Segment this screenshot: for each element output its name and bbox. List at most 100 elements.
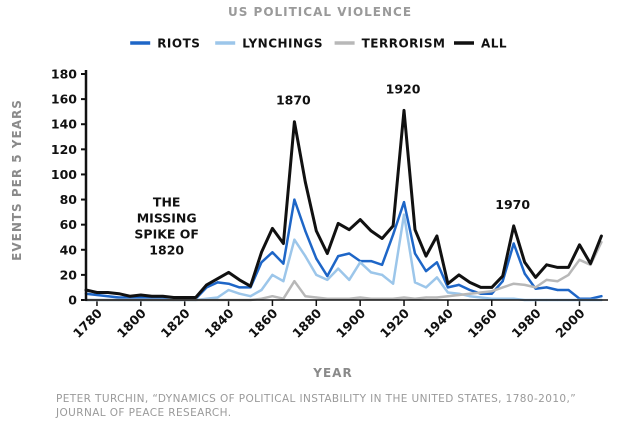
x-tick-label: 1860 [245,305,280,340]
y-axis-label: EVENTS PER 5 YEARS [10,99,24,261]
y-tick-label: 0 [68,293,77,308]
data-point-riots [106,295,109,298]
data-point-lynchings [227,288,230,292]
data-point-all [512,224,515,227]
data-point-riots [424,270,428,273]
data-point-all [457,273,460,276]
data-point-terrorism [446,295,449,298]
data-point-terrorism [600,241,603,244]
data-point-lynchings [326,278,329,281]
data-point-riots [370,260,373,263]
data-point-all [424,255,428,258]
data-point-all [117,292,120,295]
data-point-lynchings [260,288,263,292]
data-point-all [567,266,570,269]
data-point-riots [413,252,417,255]
data-point-all [249,285,252,288]
legend-label-lynchings: LYNCHINGS [242,37,323,51]
y-tick-label: 80 [60,192,78,207]
data-point-riots [216,281,219,284]
data-point-all [600,234,603,238]
data-point-terrorism [534,286,537,289]
data-point-all [556,266,559,269]
data-point-all [435,234,438,238]
data-point-terrorism [490,290,493,293]
data-point-lynchings [337,267,340,270]
data-point-terrorism [435,296,438,299]
data-point-all [161,295,164,298]
annotations: 1870 1920 1970 THE MISSING SPIKE OF 1820 [134,81,530,257]
data-point-all [337,222,340,225]
data-point-all [238,278,241,281]
data-point-lynchings [468,295,471,298]
y-tick-label: 180 [51,67,77,82]
y-tick-label: 40 [60,242,78,257]
data-point-all [139,293,142,297]
x-tick-label: 2000 [552,305,587,340]
data-point-riots [117,296,120,299]
x-tick-label: 1800 [114,305,149,340]
data-point-riots [260,261,263,264]
legend-label-terrorism: TERRORISM [362,37,446,51]
annotation-1920: 1920 [386,81,421,96]
data-point-riots [227,282,230,285]
data-point-riots [139,296,142,299]
data-point-lynchings [249,295,252,298]
data-point-riots [348,252,351,255]
data-point-terrorism [556,280,559,283]
data-point-lynchings [293,238,296,241]
data-point-terrorism [293,280,296,283]
data-point-all [468,281,471,284]
data-point-all [413,228,417,231]
data-point-terrorism [545,278,548,281]
data-point-riots [600,295,603,298]
data-point-all [194,296,197,299]
x-tick-label: 1780 [70,305,105,340]
data-point-riots [293,198,296,201]
data-point-riots [468,288,471,292]
data-point-all [271,227,274,230]
data-point-all [359,218,362,221]
axes [84,70,608,301]
y-tick-label: 160 [51,92,77,107]
data-point-all [205,283,208,286]
data-point-lynchings [435,276,438,279]
data-point-riots [457,283,460,286]
data-point-all [304,180,307,184]
data-point-terrorism [468,292,471,295]
data-point-all [589,262,592,265]
data-point-all [183,296,186,299]
data-point-all [150,295,153,298]
data-point-riots [490,292,493,295]
annotation-missing-spike: THE MISSING SPIKE OF 1820 [134,195,199,258]
data-point-all [348,228,351,231]
x-tick-label: 1960 [465,305,500,340]
data-point-all [106,291,109,294]
legend: RIOTS LYNCHINGS TERRORISM ALL [130,37,507,51]
data-point-all [95,291,99,294]
data-point-riots [446,286,449,289]
data-point-riots [545,286,548,289]
annotation-line: 1820 [149,243,184,258]
data-point-riots [238,286,241,289]
data-point-lynchings [304,255,307,258]
x-tick-label: 1920 [377,305,412,340]
data-point-all [490,286,493,289]
data-point-lynchings [315,273,318,276]
data-point-lynchings [348,278,351,281]
data-point-lynchings [238,292,241,295]
x-axis-label: YEAR [312,366,352,380]
annotation-1870: 1870 [276,93,311,108]
data-point-all [545,263,548,266]
data-point-lynchings [402,213,406,216]
x-tick-label: 1940 [421,305,456,340]
data-point-riots [567,288,570,292]
series-line-all [84,108,603,299]
data-point-lynchings [424,286,428,289]
data-point-riots [523,272,526,275]
data-point-riots [381,263,384,266]
data-point-terrorism [424,296,428,299]
data-point-terrorism [271,295,274,298]
source-line-1: PETER TURCHIN, “DYNAMICS OF POLITICAL IN… [56,393,576,405]
